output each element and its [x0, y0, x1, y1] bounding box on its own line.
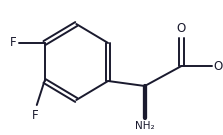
Text: O: O: [177, 22, 186, 35]
Text: F: F: [10, 36, 17, 50]
Text: O: O: [213, 60, 223, 72]
Text: NH₂: NH₂: [135, 121, 155, 131]
Text: F: F: [31, 109, 38, 122]
